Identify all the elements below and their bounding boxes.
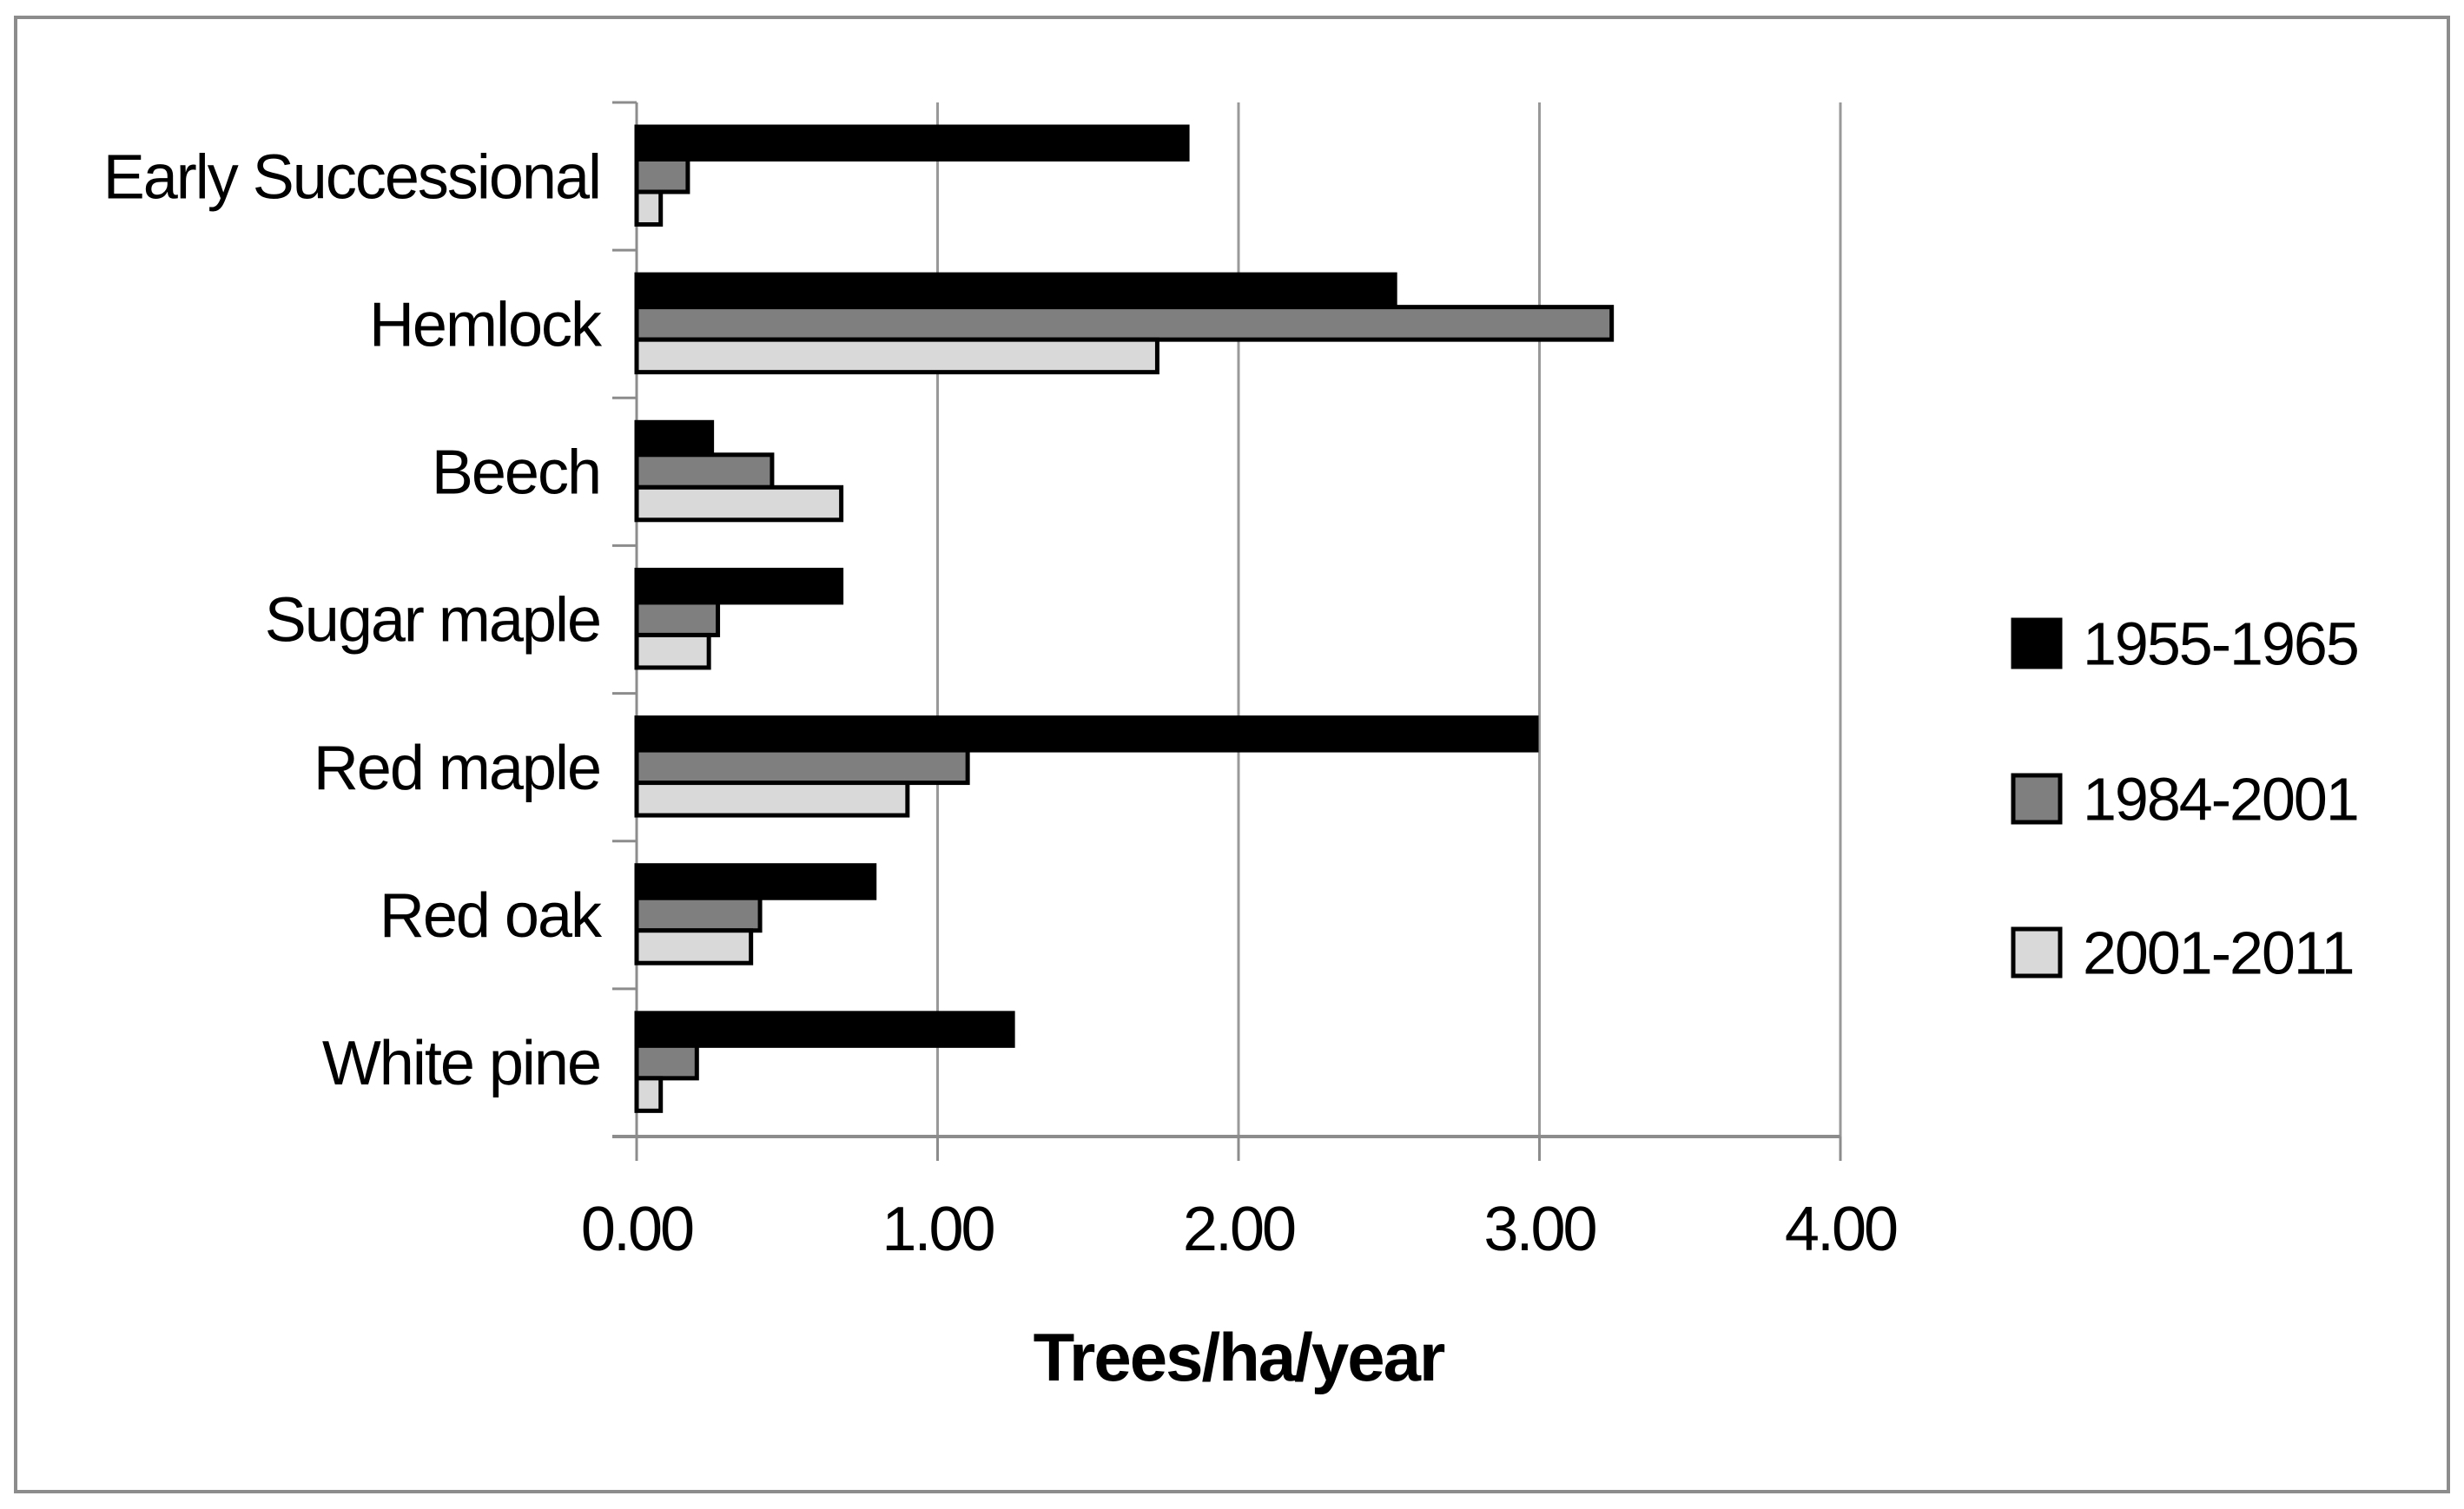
bar-1984-2001-Red maple: [634, 748, 970, 786]
category-label: Sugar maple: [265, 586, 600, 656]
bar-2001-2011-Beech: [634, 484, 844, 523]
category-label: Beech: [432, 438, 600, 508]
x-tick-label: 1.00: [882, 1195, 994, 1264]
bar-1955-1965-White pine: [634, 1011, 1015, 1048]
category-labels: Early Successional Hemlock Beech Sugar mapl…: [103, 142, 604, 1098]
bar-1955-1965-Hemlock: [634, 272, 1397, 310]
bar-2001-2011-Early Successional: [634, 189, 664, 227]
x-axis-title: Trees/ha/year: [1034, 1319, 1445, 1395]
bar-1984-2001-Red oak: [634, 895, 763, 933]
bar-1984-2001-Early Successional: [634, 157, 690, 194]
legend-swatch-2001-2011: [2011, 926, 2063, 979]
bars: [634, 124, 1615, 1113]
bar-1955-1965-Red oak: [634, 863, 877, 900]
category-label: Red oak: [380, 881, 603, 951]
x-tick-label: 2.00: [1183, 1195, 1295, 1264]
category-label: Red maple: [314, 734, 600, 803]
gridlines: [936, 102, 1842, 1137]
x-tick-label: 0.00: [581, 1195, 693, 1264]
bar-2001-2011-Red maple: [634, 781, 910, 818]
bar-1984-2001-Beech: [634, 452, 775, 490]
legend-swatch-1955-1965: [2011, 617, 2063, 669]
legend-label: 1955-1965: [2083, 610, 2358, 678]
bar-2001-2011-Hemlock: [634, 337, 1159, 375]
bar-1955-1965-Red maple: [634, 715, 1539, 753]
bar-2001-2011-White pine: [634, 1076, 664, 1113]
x-tick-label: 4.00: [1785, 1195, 1897, 1264]
category-label: White pine: [322, 1029, 600, 1098]
bar-1984-2001-Sugar maple: [634, 600, 721, 637]
bar-2001-2011-Red oak: [634, 928, 754, 965]
axes: [612, 101, 1842, 1161]
legend: 1955-1965 1984-2001 2001-2011: [2011, 610, 2360, 987]
bar-2001-2011-Sugar maple: [634, 632, 711, 670]
x-tick-labels: 0.00 1.00 2.00 3.00 4.00: [581, 1195, 1899, 1264]
figure-border: [14, 16, 2450, 1493]
bar-1984-2001-White pine: [634, 1043, 699, 1081]
legend-swatch-1984-2001: [2011, 773, 2063, 825]
x-tick-label: 3.00: [1483, 1195, 1595, 1264]
legend-label: 1984-2001: [2083, 766, 2358, 834]
category-label: Hemlock: [369, 290, 603, 359]
bar-1955-1965-Beech: [634, 419, 715, 458]
category-label: Early Successional: [103, 142, 600, 212]
bar-1955-1965-Early Successional: [634, 124, 1190, 161]
bar-1984-2001-Hemlock: [634, 305, 1615, 342]
bar-1955-1965-Sugar maple: [634, 567, 844, 605]
legend-label: 2001-2011: [2083, 919, 2354, 987]
